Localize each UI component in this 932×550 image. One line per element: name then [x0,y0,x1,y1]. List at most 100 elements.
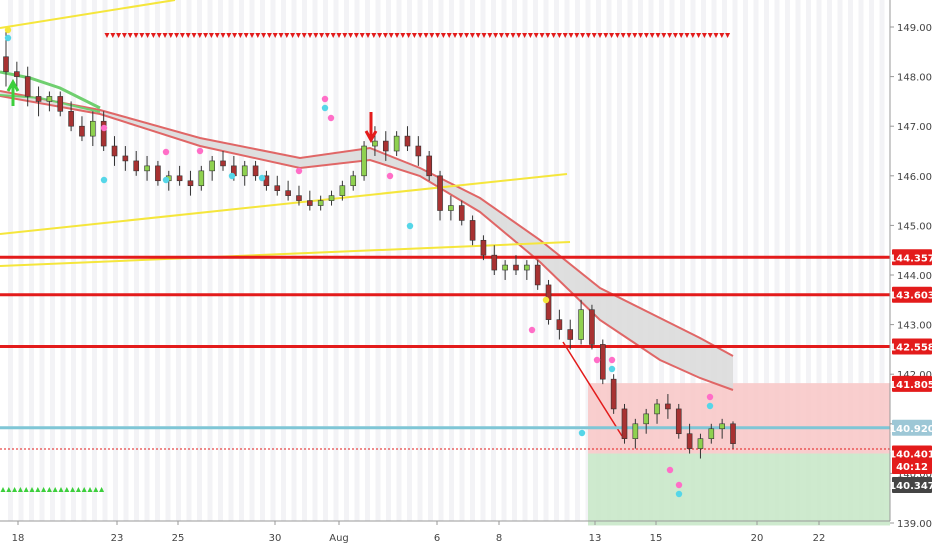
grid-stripe [92,0,97,521]
sell-triangle-marker [562,33,568,38]
buy-triangle-marker [58,487,64,492]
candle-body [393,135,400,152]
candle-body [415,145,422,157]
grid-stripe [386,0,391,521]
candle-body [328,195,335,201]
grid-stripe [71,0,76,521]
ribbon-lower-line [0,95,734,391]
sell-triangle-marker [284,33,290,38]
sell-triangle-marker [475,33,481,38]
sell-triangle-marker [377,33,383,38]
sell-triangle-marker [591,33,597,38]
buy-triangle-marker [87,487,93,492]
sell-triangle-marker [249,33,255,38]
sell-triangle-marker [150,33,156,38]
y-tick-label: 146.000 [897,172,932,183]
candle-body [404,135,411,147]
sell-triangle-marker [121,33,127,38]
sell-triangle-marker [214,33,220,38]
grid-stripe [470,0,475,521]
sell-triangle-marker [139,33,145,38]
sell-triangle-marker [649,33,655,38]
candle-body [469,220,476,241]
sell-triangle-marker [342,33,348,38]
grid-stripe [344,0,349,521]
candle-body [719,423,725,430]
sell-triangle-marker [527,33,533,38]
y-tick-label: 140.000 [897,469,932,480]
grid-stripe [312,0,318,521]
candle-body [437,175,443,211]
candle-body [654,403,660,415]
grid-stripe [533,0,538,521]
buy-triangle-marker [0,487,6,492]
candle-body [491,254,498,271]
buy-triangle-marker [6,487,12,492]
sell-triangle-marker [597,33,603,38]
signal-dot [321,95,329,103]
grid-stripe [438,0,444,521]
y-tick-label: 147.000 [897,122,932,133]
sell-triangle-marker [440,33,446,38]
sell-triangle-marker [504,33,510,38]
grid-stripe [648,0,654,521]
grid-stripe [753,0,759,521]
sell-triangle-marker [191,33,197,38]
price-badge-label: 40:12 [896,462,928,473]
sell-triangle-marker [632,33,638,38]
sell-triangle-marker [551,33,557,38]
candle-body [317,200,324,206]
trendline [0,0,176,29]
trendline [0,241,571,267]
sell-triangle-marker [417,33,423,38]
grid-stripe [827,0,832,521]
trendline [562,341,623,437]
candle-body [68,111,74,127]
grid-stripe [102,0,108,521]
sell-triangle-marker [522,33,528,38]
grid-stripe [197,0,202,521]
candle-body [90,120,96,137]
down-arrow-icon [364,112,378,144]
sell-triangle-marker [359,33,365,38]
grid-stripe [39,0,45,521]
signal-dot [162,176,170,184]
candle-body [589,309,595,345]
signal-dot [593,356,601,364]
grid-stripe [596,0,601,521]
grid-stripe [323,0,328,521]
grid-stripe [701,0,706,521]
x-tick-label: 25 [172,533,185,544]
sell-triangle-marker [469,33,475,38]
price-badge [892,338,932,355]
sell-triangle-marker [110,33,116,38]
candle-body [24,76,31,97]
signal-dot [608,365,616,373]
price-badge-label: 140.347 [889,481,932,492]
buy-triangle-marker [64,487,70,492]
signal-dot [386,172,394,180]
buy-triangle-marker [70,487,76,492]
sell-triangle-marker [220,33,226,38]
grid-stripe [680,0,685,521]
signal-dot [706,393,714,401]
sell-triangle-marker [388,33,394,38]
sell-triangle-marker [301,33,307,38]
candle-body [350,175,357,187]
candle-body [296,195,302,201]
sell-triangle-marker [226,33,232,38]
grid-stripe [417,0,423,521]
horizontal-levels [0,255,890,450]
grid-stripe [186,0,192,521]
signal-dot [675,481,683,489]
buy-triangle-marker [17,487,23,492]
x-tick-label: 8 [496,533,502,544]
grid-stripe [396,0,402,521]
sell-triangle-marker [493,33,499,38]
grid-stripe [428,0,433,521]
grid-stripe [291,0,297,521]
signal-dot [578,429,586,437]
sell-triangle-marker [556,33,562,38]
sell-triangle-marker [133,33,139,38]
